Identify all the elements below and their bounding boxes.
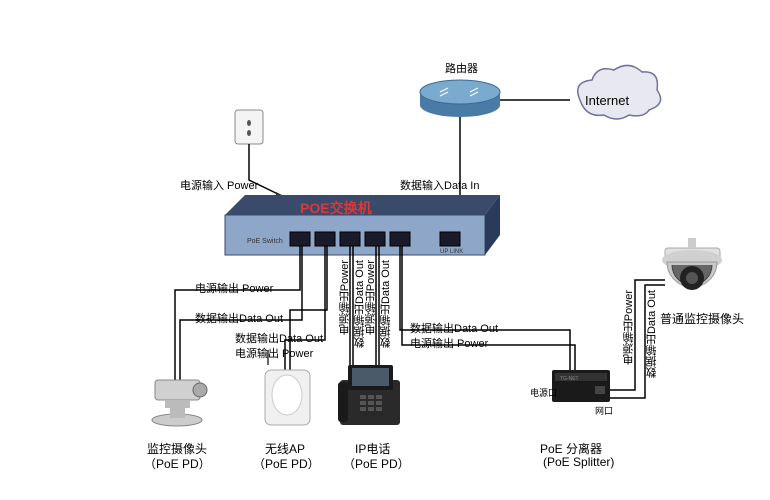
dome-camera-icon (662, 238, 722, 290)
ip-phone-icon (338, 365, 400, 425)
svg-text:TG-NET: TG-NET (560, 376, 579, 382)
poe-splitter-icon: TG-NET (552, 370, 610, 402)
power-out-v1: 电源输出Power (337, 260, 353, 335)
router-label: 路由器 (445, 60, 478, 76)
data-out-1: 数据输出Data Out (195, 310, 283, 326)
dome-label: 普通监控摄像头 (660, 310, 744, 327)
power-out-v2: 电源输出Power (363, 260, 379, 335)
phone-pd: （PoE PD） (343, 455, 410, 472)
data-out-v3: 数据输出Data Out (644, 290, 660, 378)
cam-pd: （PoE PD） (144, 455, 211, 472)
power-out-1: 电源输出 Power (195, 280, 273, 296)
wireless-ap-icon (265, 350, 310, 425)
svg-text:UP LINK: UP LINK (440, 249, 463, 255)
power-in-label: 电源输入 Power (180, 177, 258, 193)
power-port-label: 电源口 (530, 386, 557, 399)
splitter-sub: (PoE Splitter) (543, 455, 614, 469)
data-out-3: 数据输出Data Out (410, 320, 498, 336)
internet-label: Internet (585, 93, 629, 108)
data-out-2: 数据输出Data Out (235, 330, 323, 346)
power-out-v3: 电源输出Power (621, 290, 637, 365)
data-out-v2: 数据输出Data Out (378, 260, 394, 348)
switch-title: POE交换机 (300, 198, 372, 218)
power-out-2: 电源输出 Power (235, 345, 313, 361)
svg-text:PoE Switch: PoE Switch (247, 238, 283, 245)
power-out-3: 电源输出 Power (410, 335, 488, 351)
ptz-camera-icon (152, 380, 207, 426)
diagram-canvas: PoE Switch UP LINK (0, 0, 770, 500)
net-port-label: 网口 (595, 404, 613, 417)
data-in-label: 数据输入Data In (400, 177, 479, 193)
ap-pd: （PoE PD） (253, 455, 320, 472)
